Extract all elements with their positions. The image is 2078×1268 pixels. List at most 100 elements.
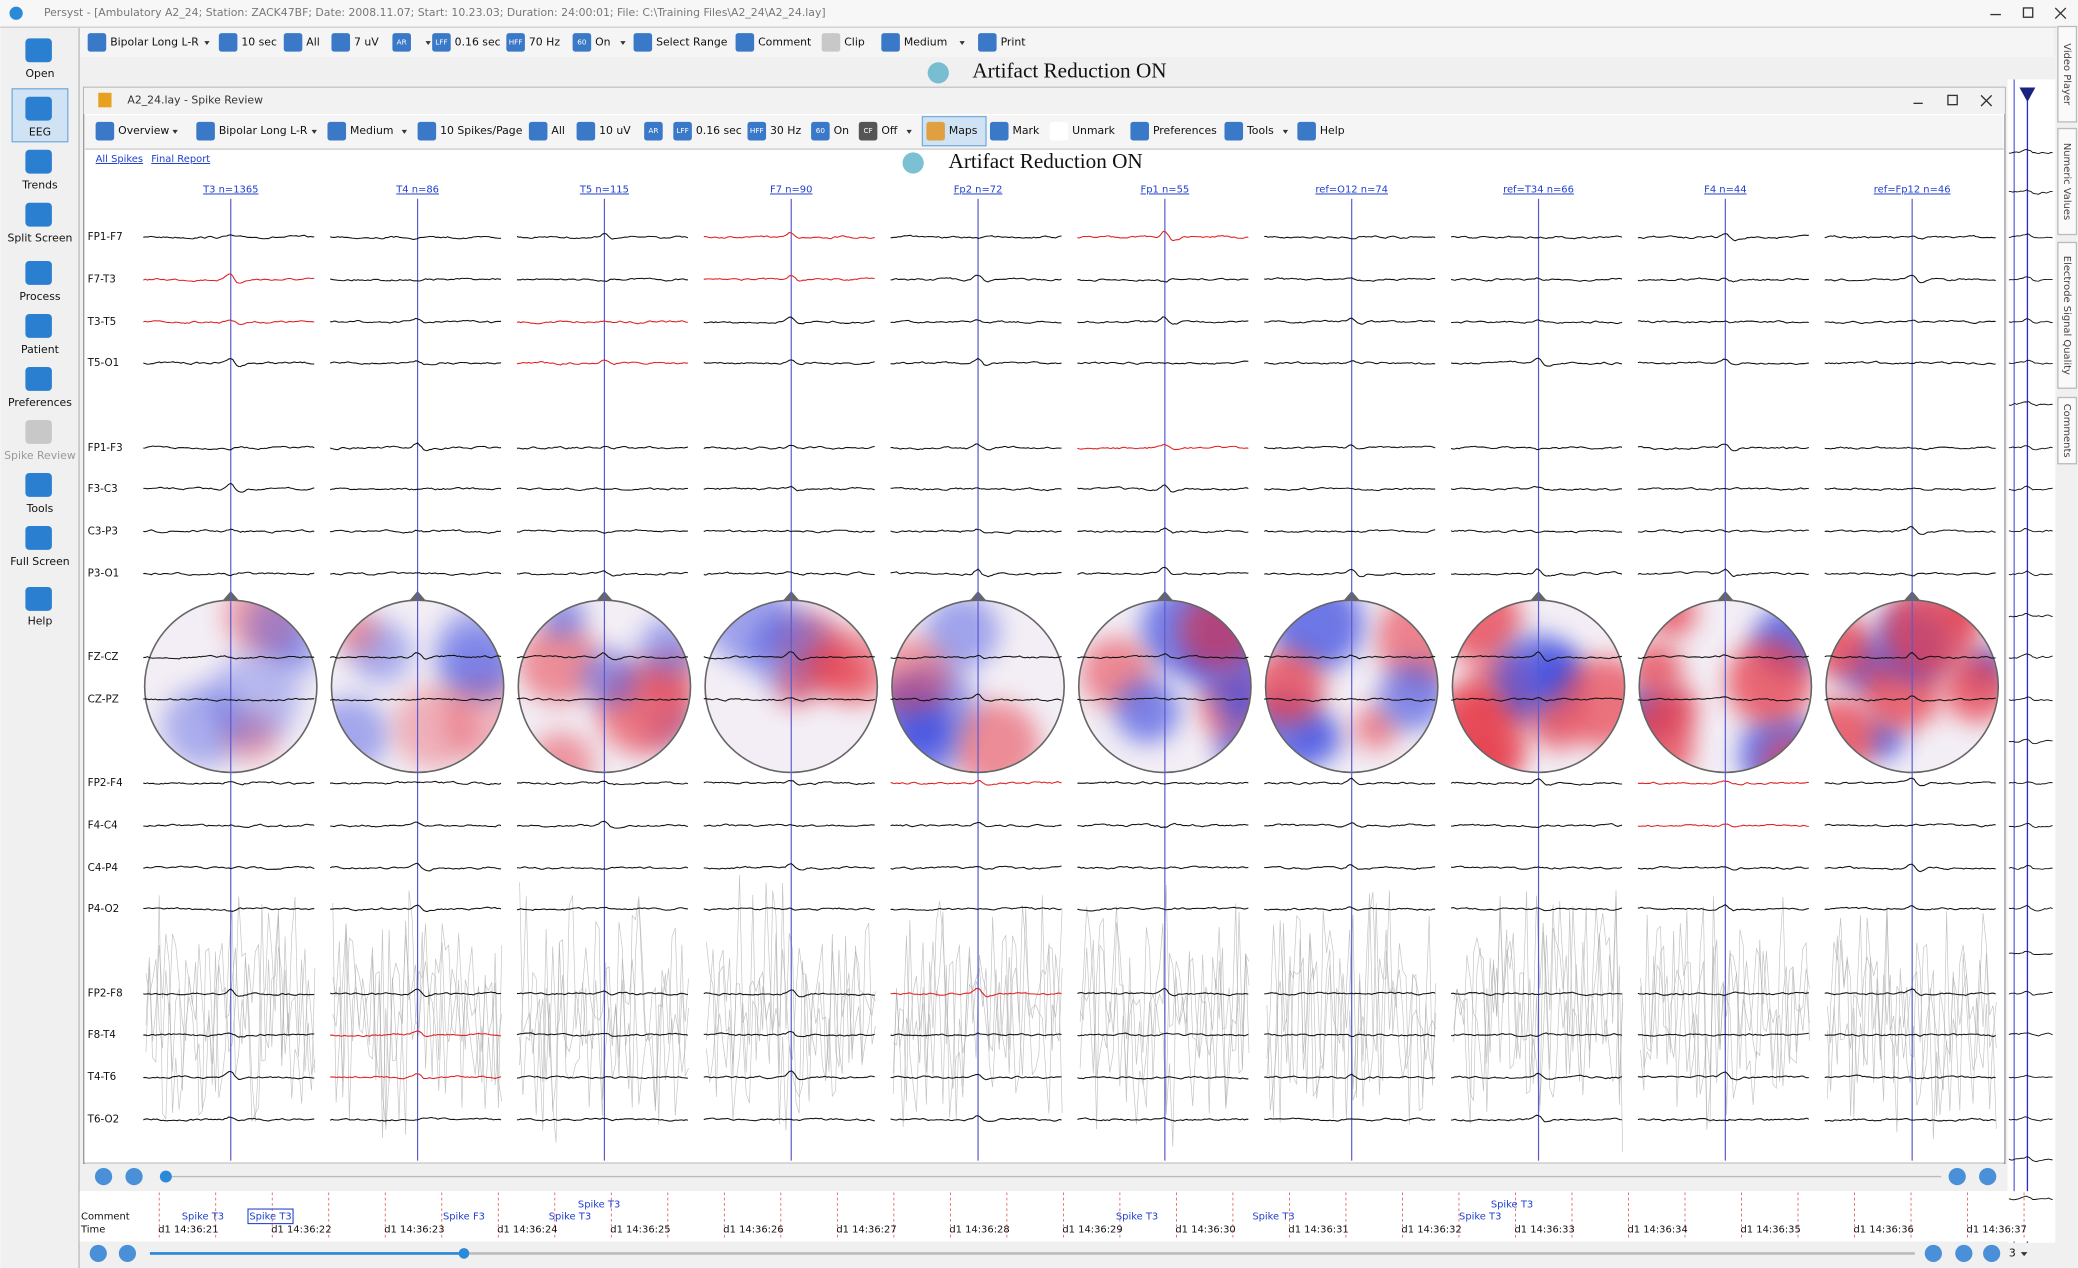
spike-comment[interactable]: Spike T3 xyxy=(1116,1211,1158,1222)
nav-button[interactable] xyxy=(1979,1167,1997,1186)
sidebar-label[interactable]: Help xyxy=(28,614,53,627)
side-tab[interactable] xyxy=(2057,241,2078,389)
toolbar-icon[interactable] xyxy=(196,121,215,141)
spike-comment[interactable]: Spike T3 xyxy=(1252,1211,1294,1222)
toolbar-label[interactable]: Clip xyxy=(844,35,865,48)
spike-comment[interactable]: Spike T3 xyxy=(1459,1211,1501,1222)
toolbar-icon[interactable] xyxy=(327,121,347,141)
toolbar-label[interactable]: Bipolar Long L-R xyxy=(110,35,199,48)
toolbar-label[interactable]: 10 Spikes/Page xyxy=(440,124,523,137)
toolbar-label[interactable]: Tools xyxy=(1246,124,1274,137)
toolbar-label[interactable]: Off xyxy=(881,124,898,137)
toolbar-icon[interactable] xyxy=(506,33,525,52)
toolbar-label[interactable]: All xyxy=(551,124,564,137)
toolbar-icon[interactable] xyxy=(821,33,841,52)
sidebar-label[interactable]: Trends xyxy=(21,178,58,191)
spike-column-label[interactable]: Fp2 n=72 xyxy=(954,184,1003,195)
toolbar-label[interactable]: Help xyxy=(1320,124,1345,137)
toolbar-label[interactable]: Medium xyxy=(350,124,393,137)
toolbar-label[interactable]: Preferences xyxy=(1153,124,1217,137)
toolbar-label[interactable]: Comment xyxy=(758,35,811,48)
side-tab-label[interactable]: Comments xyxy=(2061,404,2072,458)
spike-column-label[interactable]: Fp1 n=55 xyxy=(1141,184,1190,195)
scroll-knob[interactable] xyxy=(159,1170,172,1183)
spike-column-label[interactable]: T4 n=86 xyxy=(395,184,439,195)
sidebar-label[interactable]: Spike Review xyxy=(4,449,76,462)
toolbar-label[interactable]: Medium xyxy=(904,35,947,48)
toolbar-label[interactable]: Unmark xyxy=(1072,124,1116,137)
side-tab[interactable] xyxy=(2057,396,2078,465)
side-tab[interactable] xyxy=(2057,25,2078,123)
toolbar-label[interactable]: Mark xyxy=(1013,124,1040,137)
spike-column-label[interactable]: ref=Fp12 n=46 xyxy=(1874,184,1951,195)
toolbar-icon[interactable] xyxy=(1049,121,1069,141)
toolbar-label[interactable]: Select Range xyxy=(656,35,728,48)
toolbar-icon[interactable] xyxy=(747,121,767,141)
nav-button[interactable] xyxy=(1955,1244,1973,1263)
sidebar-icon[interactable] xyxy=(25,526,52,550)
nav-button[interactable] xyxy=(125,1167,143,1186)
sidebar-label[interactable]: Preferences xyxy=(8,396,72,409)
toolbar-icon[interactable] xyxy=(417,121,437,141)
sidebar-icon[interactable] xyxy=(25,38,52,63)
time-knob[interactable] xyxy=(458,1248,470,1259)
toolbar-label[interactable]: 10 sec xyxy=(241,35,277,48)
sidebar-icon[interactable] xyxy=(25,420,52,444)
cursor-marker[interactable] xyxy=(2019,87,2036,103)
toolbar-icon[interactable] xyxy=(87,33,107,52)
toolbar-icon[interactable] xyxy=(331,33,351,52)
spike-comment[interactable]: Spike T3 xyxy=(578,1199,620,1210)
toolbar-icon[interactable] xyxy=(989,121,1009,141)
spike-window-controls[interactable] xyxy=(1913,94,1993,107)
toolbar-icon[interactable] xyxy=(528,121,548,141)
toolbar-label[interactable]: 0.16 sec xyxy=(455,35,501,48)
toolbar-label[interactable]: Print xyxy=(1001,35,1026,48)
toolbar-label[interactable]: On xyxy=(595,35,610,48)
spike-column-label[interactable]: T5 n=115 xyxy=(579,184,629,195)
toolbar-icon[interactable] xyxy=(978,33,997,52)
sidebar-label[interactable]: EEG xyxy=(29,125,51,138)
spike-comment[interactable]: Spike T3 xyxy=(549,1211,591,1222)
toolbar-icon[interactable] xyxy=(926,121,945,141)
nav-button[interactable] xyxy=(89,1244,107,1263)
toolbar-label[interactable]: 30 Hz xyxy=(770,124,801,137)
spike-column-label[interactable]: ref=T34 n=66 xyxy=(1503,184,1574,195)
nav-button[interactable] xyxy=(1983,1244,2001,1263)
toolbar-icon[interactable] xyxy=(881,33,900,52)
report-link[interactable]: Final Report xyxy=(151,154,210,165)
toolbar-icon[interactable] xyxy=(811,121,830,141)
sidebar-icon[interactable] xyxy=(25,149,52,174)
toolbar-icon[interactable] xyxy=(644,121,663,141)
toolbar-icon[interactable] xyxy=(283,33,303,52)
spike-column-label[interactable]: F4 n=44 xyxy=(1704,184,1746,195)
nav-button[interactable] xyxy=(94,1167,113,1186)
sidebar-icon[interactable] xyxy=(25,367,52,391)
toolbar-label[interactable]: All xyxy=(306,35,319,48)
toolbar-label[interactable]: 70 Hz xyxy=(529,35,560,48)
sidebar-icon[interactable] xyxy=(25,261,52,285)
sidebar-icon[interactable] xyxy=(25,586,52,611)
toolbar-icon[interactable] xyxy=(95,121,115,141)
toolbar-icon[interactable] xyxy=(1130,121,1149,141)
side-tab[interactable] xyxy=(2057,127,2078,236)
spike-column-label[interactable]: ref=O12 n=74 xyxy=(1315,184,1388,195)
toolbar-label[interactable]: 0.16 sec xyxy=(696,124,742,137)
toolbar-icon[interactable] xyxy=(858,121,878,141)
nav-button[interactable] xyxy=(1948,1167,1966,1186)
spike-comment[interactable]: Spike F3 xyxy=(443,1211,485,1222)
toolbar-label[interactable]: 10 uV xyxy=(599,124,631,137)
nav-button[interactable] xyxy=(1924,1244,1942,1263)
report-link[interactable]: All Spikes xyxy=(96,154,143,165)
sidebar-icon[interactable] xyxy=(25,96,52,121)
sidebar-label[interactable]: Split Screen xyxy=(8,231,73,244)
sidebar-label[interactable]: Full Screen xyxy=(10,555,69,568)
toolbar-label[interactable]: Overview xyxy=(118,124,169,137)
sidebar-icon[interactable] xyxy=(25,473,52,497)
side-tab-label[interactable]: Numeric Values xyxy=(2061,143,2072,220)
side-tab-label[interactable]: Electrode Signal Quality xyxy=(2061,256,2072,375)
sidebar-label[interactable]: Patient xyxy=(21,343,59,356)
toolbar-icon[interactable] xyxy=(633,33,653,52)
toolbar-icon[interactable] xyxy=(432,33,451,52)
toolbar-icon[interactable] xyxy=(572,33,592,52)
toolbar-icon[interactable] xyxy=(218,33,238,52)
